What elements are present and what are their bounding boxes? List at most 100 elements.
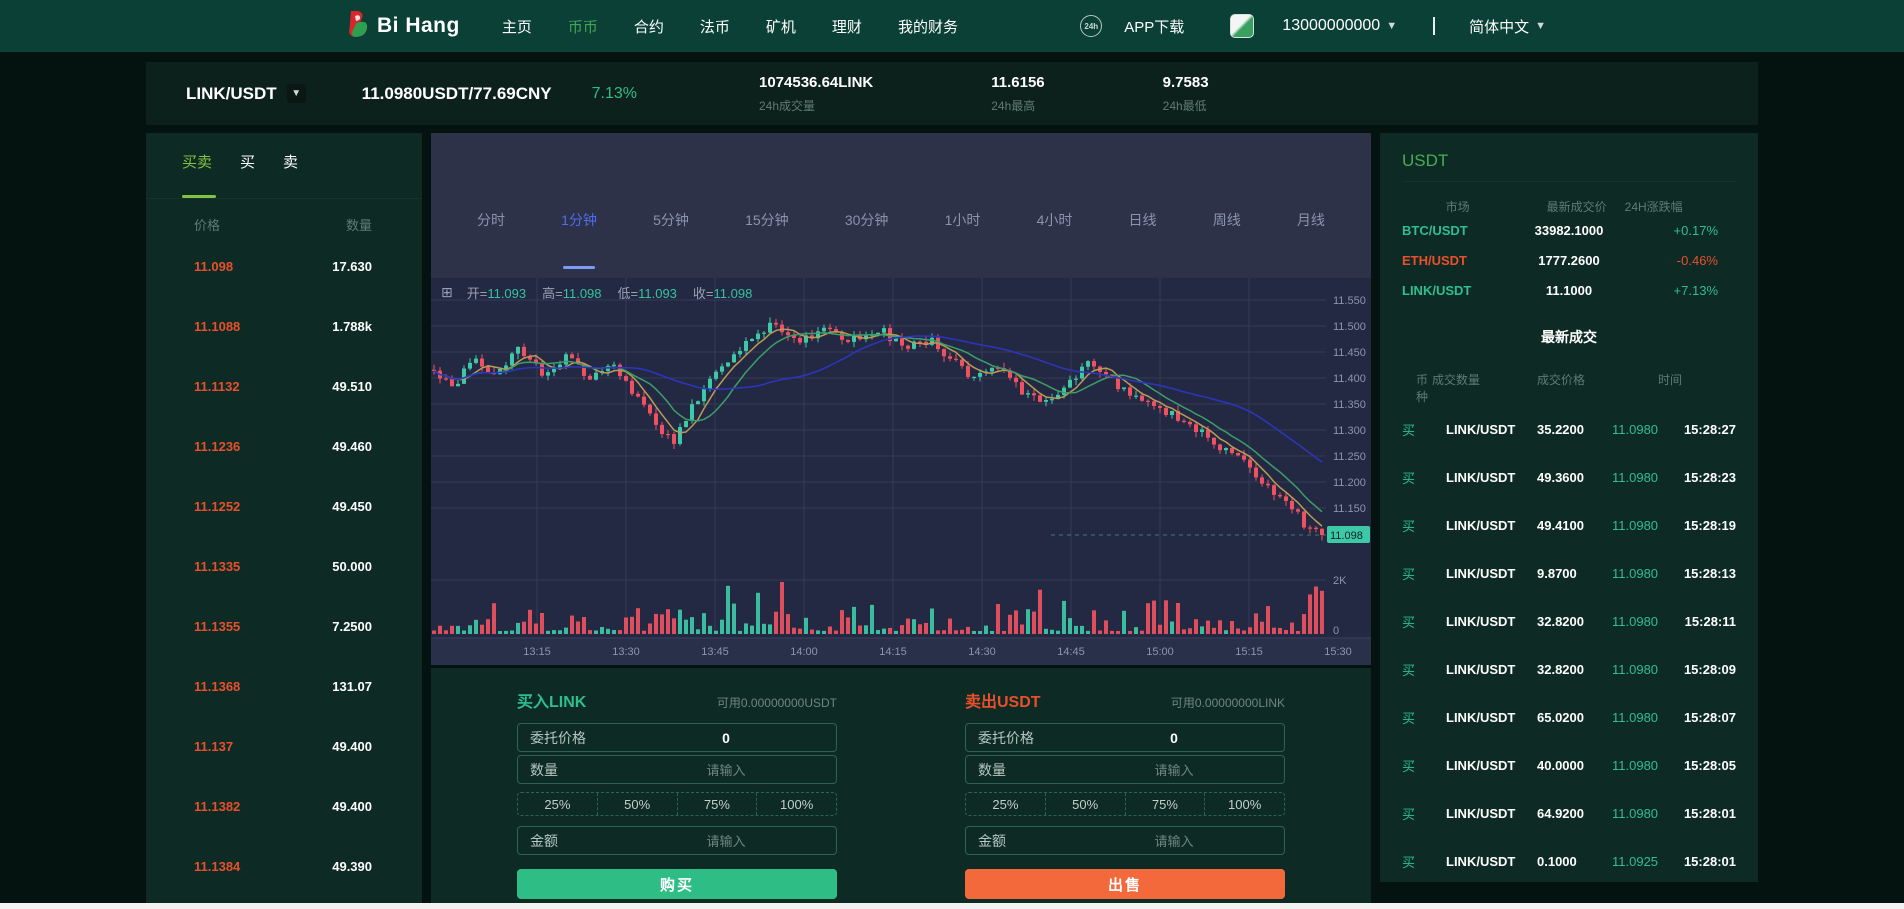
trades-header: 时间: [1657, 373, 1682, 387]
buy-amount-field[interactable]: 数量: [517, 755, 837, 784]
sell-price-input[interactable]: [1076, 729, 1272, 746]
sell-price-field[interactable]: 委托价格: [965, 723, 1285, 752]
timeframe-tab[interactable]: 30分钟: [844, 212, 889, 228]
orderbook-row[interactable]: 11.1252 49.450: [146, 476, 422, 536]
timeframe-tab[interactable]: 1小时: [944, 212, 981, 228]
center-column: 分时 1分钟 5分钟 15分钟 30分钟 1小时 4小时 日线: [431, 133, 1371, 903]
orderbook-row[interactable]: 11.1368 131.07: [146, 656, 422, 716]
trade-amount: 35.2200: [1537, 421, 1584, 437]
sell-percent-option[interactable]: 75%: [1124, 793, 1205, 815]
buy-available-balance: 可用0.00000000USDT: [716, 696, 837, 710]
kline-chart[interactable]: ⊞ 开=11.093 高=11.098 低=11.093 收=11.098 11: [431, 278, 1371, 665]
buy-price-field[interactable]: 委托价格: [517, 723, 837, 752]
buy-total-input[interactable]: [628, 832, 824, 849]
kline-svg[interactable]: 11.550 11.500 11.450 11.400 11.350 11.300 11.2…: [431, 278, 1371, 665]
svg-text:14:45: 14:45: [1057, 646, 1085, 658]
buy-percent-option[interactable]: 50%: [596, 793, 677, 815]
chevron-down-icon[interactable]: ▼: [1386, 20, 1398, 32]
timeframe-tab[interactable]: 15分钟: [745, 212, 789, 228]
sell-amount-label: 数量: [978, 761, 1006, 778]
buy-price-input[interactable]: [628, 729, 824, 746]
orderbook-tab[interactable]: 买: [240, 154, 256, 171]
avatar[interactable]: [1230, 14, 1255, 38]
timeframe-tab[interactable]: 分时: [477, 212, 505, 228]
trade-price: 11.0980: [1612, 469, 1659, 485]
orderbook-row[interactable]: 11.1132 49.510: [146, 356, 422, 416]
orderbook-row[interactable]: 11.1088 1.788k: [146, 296, 422, 356]
trade-row: 买 LINK/USDT 64.9200 11.0980 15:28:01: [1402, 789, 1736, 837]
orderbook-row-amount: 50.000: [332, 558, 372, 574]
sell-total-field[interactable]: 金额: [965, 826, 1285, 855]
nav-menu-item[interactable]: 主页: [501, 18, 532, 36]
trade-time: 15:28:01: [1683, 853, 1736, 869]
trade-row: 买 LINK/USDT 32.8200 11.0980 15:28:11: [1402, 597, 1736, 645]
buy-amount-input[interactable]: [628, 761, 824, 778]
timeframe-tab[interactable]: 日线: [1128, 212, 1157, 228]
timeframe-tab[interactable]: 4小时: [1036, 212, 1073, 228]
buy-button[interactable]: 购买: [517, 869, 837, 899]
orderbook-row[interactable]: 11.1382 49.400: [146, 776, 422, 836]
timeframe-tab[interactable]: 5分钟: [653, 212, 689, 228]
orderbook-row[interactable]: 11.1236 49.460: [146, 416, 422, 476]
pair-selector[interactable]: LINK/USDT ▼: [186, 84, 306, 104]
app-download-link[interactable]: APP下载: [1124, 18, 1185, 36]
orderbook-row-price: 11.1088: [194, 318, 241, 334]
nav-menu-item[interactable]: 法币: [699, 18, 730, 36]
sell-button[interactable]: 出售: [965, 869, 1285, 899]
grid-icon[interactable]: ⊞: [441, 284, 453, 300]
orderbook-tab[interactable]: 买卖: [182, 151, 217, 198]
nav-menu-item[interactable]: 合约: [633, 18, 664, 36]
orderbook-row[interactable]: 11.098 17.630: [146, 236, 422, 296]
market-row[interactable]: ETH/USDT 1777.2600 -0.46%: [1402, 245, 1736, 275]
buy-percent-option[interactable]: 100%: [756, 793, 836, 815]
sell-percent-option[interactable]: 100%: [1204, 793, 1284, 815]
nav-menu-item[interactable]: 币币: [567, 18, 598, 36]
buy-amount-label: 数量: [530, 761, 558, 778]
timeframe-tab[interactable]: 周线: [1212, 212, 1241, 228]
trade-pair: LINK/USDT: [1446, 709, 1516, 725]
service-24h-icon[interactable]: 24h: [1080, 15, 1103, 37]
orderbook-row[interactable]: 11.1335 50.000: [146, 536, 422, 596]
trades-header: 成交价格: [1537, 373, 1586, 387]
orderbook-row[interactable]: 11.1355 7.2500: [146, 596, 422, 656]
buy-percent-option[interactable]: 25%: [544, 796, 571, 812]
buy-price-label: 委托价格: [530, 729, 586, 746]
nav-menu-item[interactable]: 我的财务: [897, 18, 958, 36]
nav-menu-item[interactable]: 矿机: [765, 18, 796, 36]
orderbook-tabs: 买卖 买 卖: [146, 133, 422, 199]
language-selector[interactable]: 简体中文: [1469, 18, 1530, 36]
orderbook-tab[interactable]: 卖: [283, 154, 299, 171]
sell-percent-option[interactable]: 50%: [1044, 793, 1125, 815]
sell-total-input[interactable]: [1076, 832, 1272, 849]
ticker-stat-value: 11.6156: [991, 73, 1045, 91]
svg-text:15:15: 15:15: [1235, 646, 1263, 658]
orderbook-row[interactable]: 11.1384 49.390: [146, 836, 422, 896]
nav-menu-item[interactable]: 理财: [831, 18, 862, 36]
sell-percent-option[interactable]: 25%: [992, 796, 1019, 812]
navbar-right: 24h APP下载 13000000000 ▼ 简体中文 ▼: [1080, 14, 1546, 38]
market-row[interactable]: LINK/USDT 11.1000 +7.13%: [1402, 275, 1736, 305]
trade-time: 15:28:19: [1683, 517, 1736, 533]
market-row[interactable]: BTC/USDT 33982.1000 +0.17%: [1402, 215, 1736, 245]
sell-amount-input[interactable]: [1076, 761, 1272, 778]
trade-row: 买 LINK/USDT 49.3600 11.0980 15:28:23: [1402, 453, 1736, 501]
brand[interactable]: Bi Hang: [345, 10, 460, 43]
market-header: 最新成交价: [1546, 200, 1607, 214]
buy-percent-option[interactable]: 75%: [676, 793, 757, 815]
ticker-stat-value: 9.7583: [1162, 73, 1209, 91]
account-phone[interactable]: 13000000000: [1282, 17, 1381, 34]
trade-pair: LINK/USDT: [1446, 469, 1516, 485]
timeframe-tab[interactable]: 月线: [1296, 212, 1325, 228]
chevron-down-icon[interactable]: ▼: [1535, 20, 1546, 32]
timeframe-tab[interactable]: 1分钟: [561, 212, 597, 228]
divider: [1433, 17, 1436, 35]
trade-time: 15:28:07: [1683, 709, 1736, 725]
trade-pair: LINK/USDT: [1446, 613, 1516, 629]
trade-row: 买 LINK/USDT 0.1000 11.0925 15:28:01: [1402, 837, 1736, 885]
orderbook-row[interactable]: 11.137 49.400: [146, 716, 422, 776]
buy-total-field[interactable]: 金额: [517, 826, 837, 855]
pair-name: LINK/USDT: [186, 83, 277, 103]
svg-text:13:30: 13:30: [612, 646, 640, 658]
trade-pair: LINK/USDT: [1446, 661, 1516, 677]
sell-amount-field[interactable]: 数量: [965, 755, 1285, 784]
